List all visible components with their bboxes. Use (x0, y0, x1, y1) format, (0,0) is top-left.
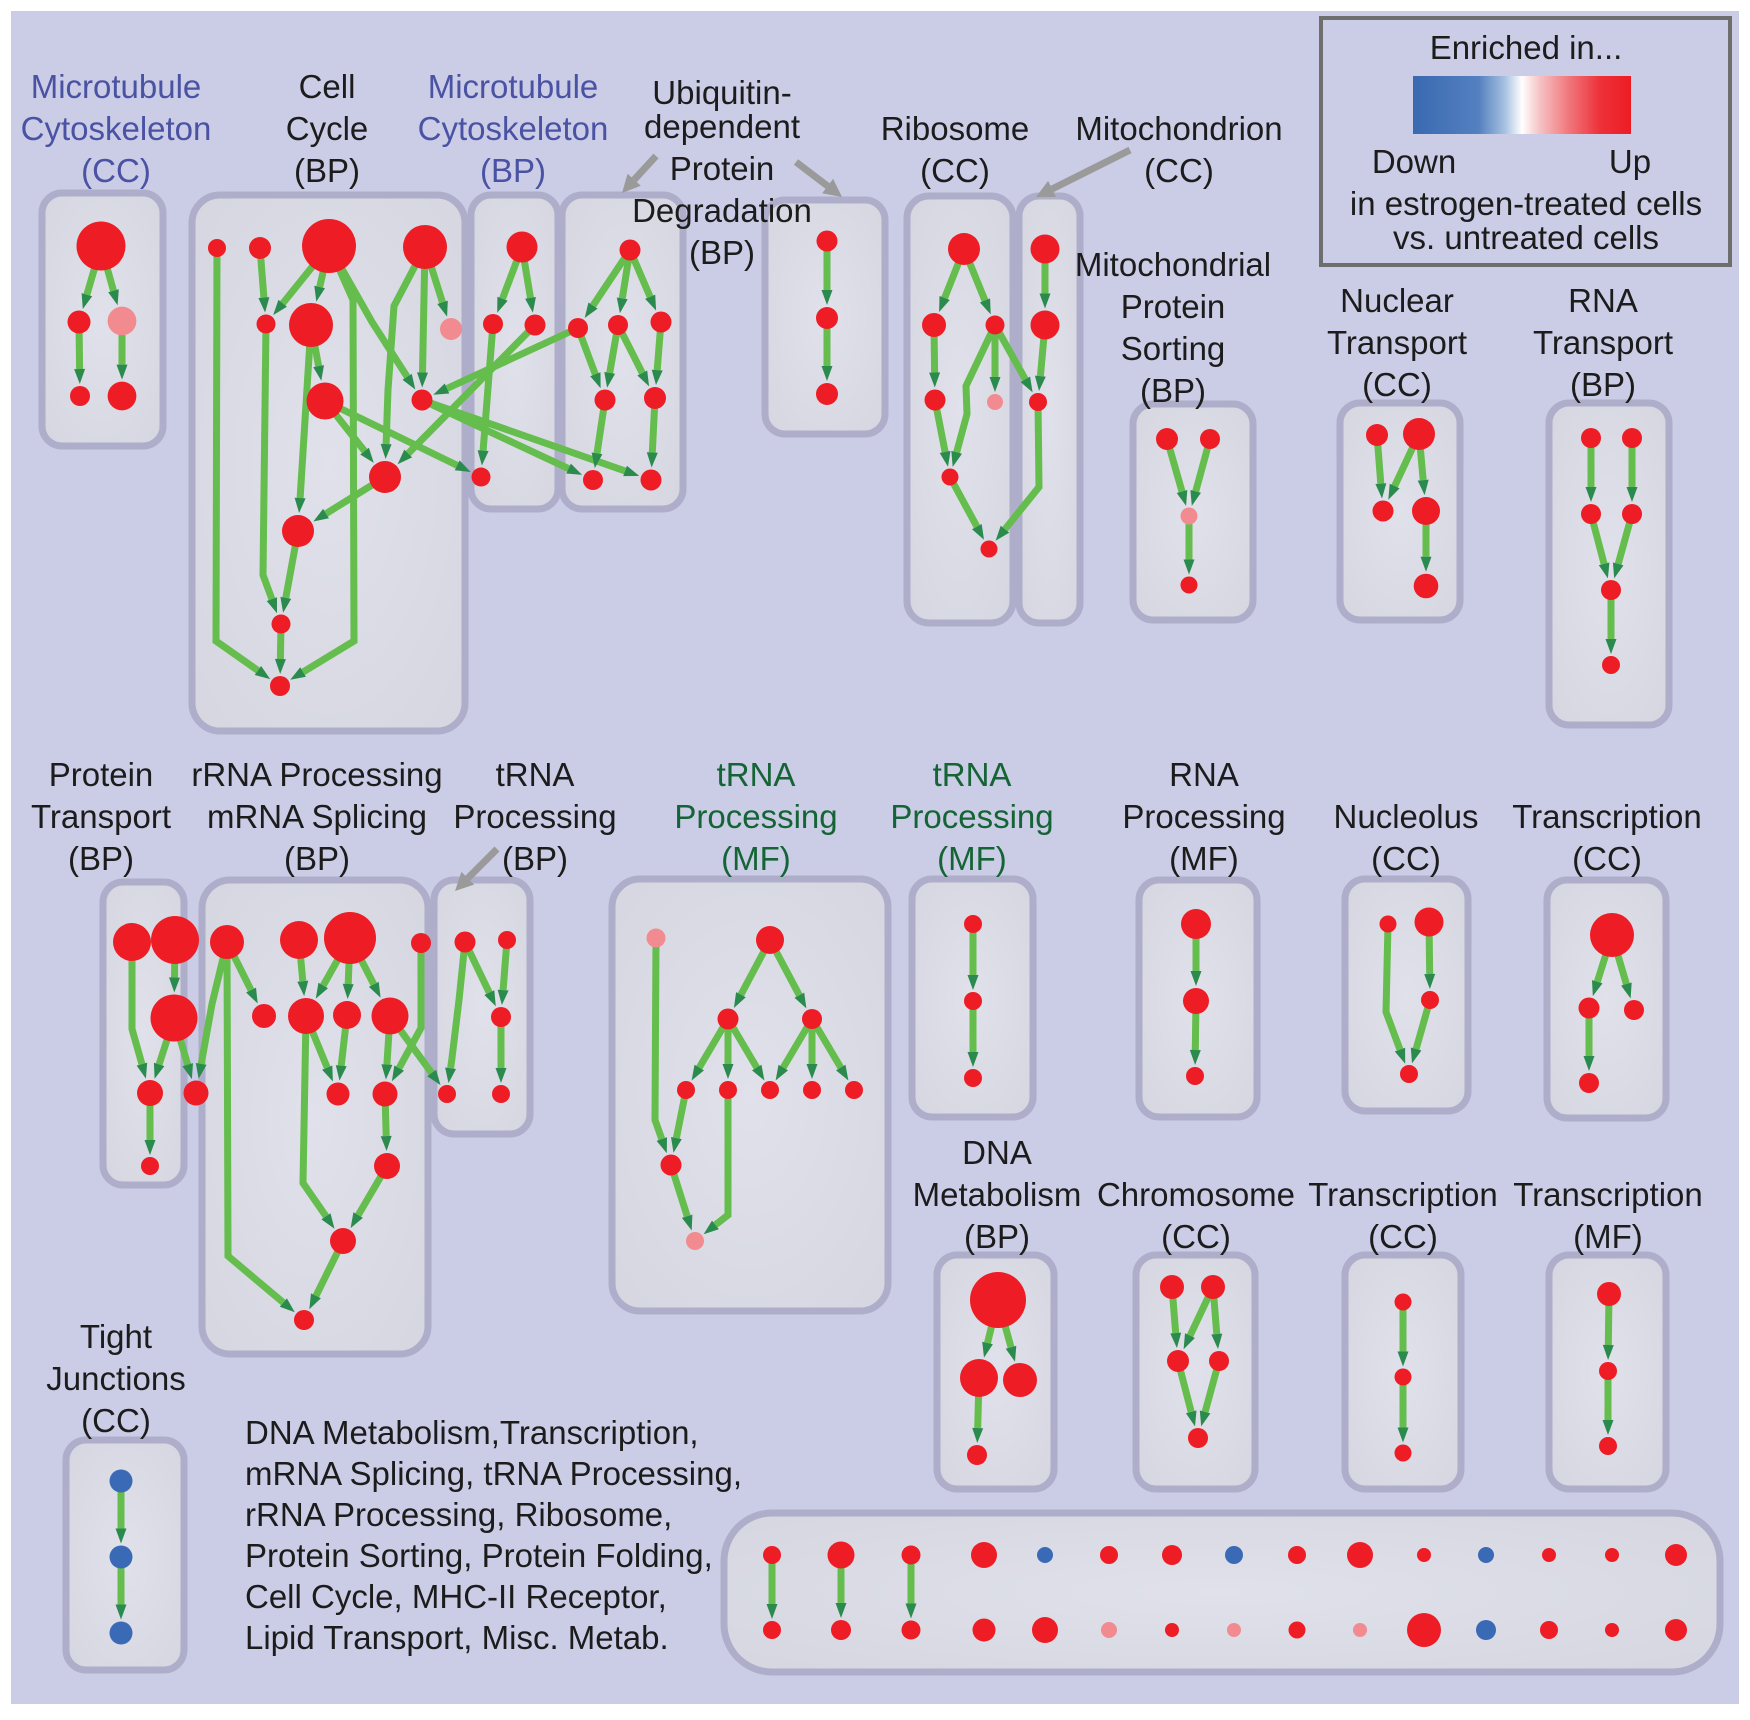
svg-text:(BP): (BP) (284, 840, 350, 877)
svg-text:(MF): (MF) (1573, 1218, 1643, 1255)
svg-text:tRNA: tRNA (717, 756, 796, 793)
svg-text:Microtubule: Microtubule (428, 68, 599, 105)
svg-text:Processing: Processing (674, 798, 837, 835)
svg-text:Metabolism: Metabolism (913, 1176, 1082, 1213)
svg-text:DNA: DNA (962, 1134, 1032, 1171)
svg-text:Microtubule: Microtubule (31, 68, 202, 105)
svg-text:DNA Metabolism,Transcription,: DNA Metabolism,Transcription, (245, 1414, 699, 1451)
svg-text:(BP): (BP) (294, 152, 360, 189)
svg-text:Up: Up (1609, 143, 1651, 180)
svg-text:Lipid Transport, Misc. Metab.: Lipid Transport, Misc. Metab. (245, 1619, 669, 1656)
svg-text:Transcription: Transcription (1308, 1176, 1498, 1213)
svg-text:(CC): (CC) (1368, 1218, 1438, 1255)
svg-text:(CC): (CC) (920, 152, 990, 189)
svg-text:(BP): (BP) (502, 840, 568, 877)
svg-text:rRNA Processing, Ribosome,: rRNA Processing, Ribosome, (245, 1496, 672, 1533)
svg-text:vs. untreated cells: vs. untreated cells (1393, 219, 1659, 256)
svg-text:(CC): (CC) (81, 1402, 151, 1439)
svg-text:dependent: dependent (644, 108, 800, 145)
svg-text:Transport: Transport (31, 798, 171, 835)
svg-text:RNA: RNA (1568, 282, 1638, 319)
svg-text:mRNA Splicing: mRNA Splicing (207, 798, 427, 835)
svg-text:(BP): (BP) (964, 1218, 1030, 1255)
svg-text:RNA: RNA (1169, 756, 1239, 793)
svg-text:(BP): (BP) (68, 840, 134, 877)
svg-text:(BP): (BP) (1140, 372, 1206, 409)
svg-text:Processing: Processing (453, 798, 616, 835)
svg-text:Protein: Protein (670, 150, 775, 187)
svg-text:Protein: Protein (49, 756, 154, 793)
svg-text:(MF): (MF) (1169, 840, 1239, 877)
svg-text:Cytoskeleton: Cytoskeleton (418, 110, 609, 147)
svg-text:(CC): (CC) (1362, 366, 1432, 403)
svg-text:Junctions: Junctions (46, 1360, 185, 1397)
svg-text:Nuclear: Nuclear (1340, 282, 1454, 319)
svg-text:(MF): (MF) (721, 840, 791, 877)
svg-text:Enriched in...: Enriched in... (1430, 29, 1623, 66)
svg-text:Chromosome: Chromosome (1097, 1176, 1295, 1213)
svg-text:in estrogen-treated cells: in estrogen-treated cells (1350, 185, 1702, 222)
svg-text:(CC): (CC) (1144, 152, 1214, 189)
svg-text:(BP): (BP) (1570, 366, 1636, 403)
svg-text:Sorting: Sorting (1121, 330, 1226, 367)
svg-text:mRNA Splicing, tRNA Processing: mRNA Splicing, tRNA Processing, (245, 1455, 742, 1492)
svg-text:Transport: Transport (1533, 324, 1673, 361)
svg-text:Cytoskeleton: Cytoskeleton (21, 110, 212, 147)
svg-text:(MF): (MF) (937, 840, 1007, 877)
svg-text:rRNA Processing: rRNA Processing (191, 756, 442, 793)
svg-text:(CC): (CC) (1572, 840, 1642, 877)
svg-text:Processing: Processing (890, 798, 1053, 835)
svg-text:(CC): (CC) (1371, 840, 1441, 877)
svg-text:Mitochondrial: Mitochondrial (1075, 246, 1271, 283)
svg-text:Cell Cycle, MHC-II Receptor,: Cell Cycle, MHC-II Receptor, (245, 1578, 667, 1615)
svg-text:Degradation: Degradation (632, 192, 812, 229)
svg-text:Protein Sorting, Protein Foldi: Protein Sorting, Protein Folding, (245, 1537, 713, 1574)
svg-text:Cycle: Cycle (286, 110, 369, 147)
svg-text:Ubiquitin-: Ubiquitin- (652, 74, 791, 111)
svg-text:Nucleolus: Nucleolus (1334, 798, 1479, 835)
svg-text:Transcription: Transcription (1513, 1176, 1703, 1213)
svg-text:Transport: Transport (1327, 324, 1467, 361)
svg-text:Mitochondrion: Mitochondrion (1075, 110, 1282, 147)
svg-text:Tight: Tight (80, 1318, 152, 1355)
svg-text:Transcription: Transcription (1512, 798, 1702, 835)
svg-text:tRNA: tRNA (496, 756, 575, 793)
svg-text:(CC): (CC) (1161, 1218, 1231, 1255)
svg-text:(BP): (BP) (480, 152, 546, 189)
svg-text:(BP): (BP) (689, 234, 755, 271)
svg-text:Cell: Cell (299, 68, 356, 105)
svg-text:(CC): (CC) (81, 152, 151, 189)
svg-text:tRNA: tRNA (933, 756, 1012, 793)
svg-text:Ribosome: Ribosome (881, 110, 1030, 147)
svg-text:Protein: Protein (1121, 288, 1226, 325)
svg-text:Down: Down (1372, 143, 1456, 180)
svg-text:Processing: Processing (1122, 798, 1285, 835)
